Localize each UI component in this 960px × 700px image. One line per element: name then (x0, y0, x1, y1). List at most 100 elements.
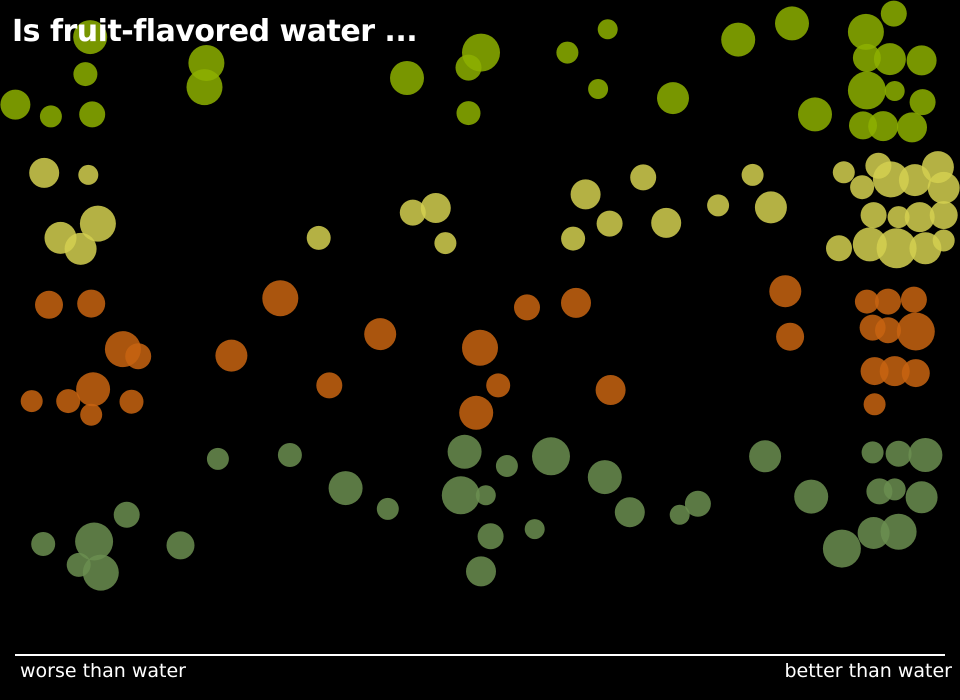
data-point-row2-29 (826, 235, 852, 262)
data-point-row2-3 (79, 205, 116, 242)
data-point-row1-18 (798, 97, 832, 132)
data-point-row4-12 (31, 532, 56, 556)
data-point-row4-16 (166, 531, 195, 560)
data-point-row1-3 (39, 105, 62, 128)
data-point-row1-12 (556, 41, 579, 64)
data-point-row1-1 (73, 20, 108, 55)
data-point-row1-11 (456, 101, 481, 126)
data-point-row2-19 (850, 175, 875, 200)
data-point-row1-17 (775, 6, 809, 41)
data-point-row4-28 (908, 438, 943, 472)
data-point-row1-8 (390, 61, 424, 95)
data-point-row3-14 (119, 389, 144, 414)
data-point-row1-20 (880, 0, 907, 27)
chart-title: Is fruit-flavored water ... (12, 14, 418, 49)
data-point-row4-33 (880, 513, 917, 550)
data-point-row1-24 (847, 71, 886, 110)
data-point-row2-27 (904, 202, 935, 233)
data-point-row2-17 (754, 191, 787, 224)
data-point-row1-2 (0, 89, 31, 120)
data-point-row3-9 (514, 294, 540, 321)
data-point-row4-7 (328, 471, 363, 506)
data-point-row1-23 (906, 45, 937, 76)
data-point-row2-21 (872, 161, 909, 198)
data-point-row4-17 (477, 523, 504, 550)
data-point-row4-27 (885, 440, 912, 467)
data-point-row1-16 (721, 22, 756, 57)
data-point-row2-5 (64, 232, 97, 265)
data-point-row4-1 (206, 447, 229, 470)
data-point-row1-13 (597, 19, 618, 40)
points-layer (0, 0, 960, 591)
data-point-row1-10 (455, 54, 482, 81)
data-point-row2-9 (434, 232, 457, 255)
data-point-row1-15 (657, 82, 689, 115)
data-point-row2-18 (832, 161, 855, 184)
data-point-row4-10 (475, 485, 496, 506)
data-point-row2-15 (707, 194, 730, 217)
data-point-row3-17 (486, 373, 511, 398)
data-point-row3-31 (863, 393, 886, 416)
data-point-row4-5 (532, 437, 570, 476)
data-point-row2-12 (596, 210, 623, 237)
data-point-row2-1 (29, 157, 60, 188)
data-point-row2-16 (741, 163, 764, 186)
data-point-row3-23 (875, 288, 901, 315)
data-point-row3-2 (77, 289, 106, 318)
data-point-row2-8 (420, 193, 451, 223)
data-point-row4-31 (905, 481, 938, 514)
data-point-row2-31 (876, 228, 917, 269)
data-point-row3-21 (776, 322, 805, 351)
data-point-row3-6 (215, 339, 248, 372)
data-point-row1-25 (884, 81, 905, 101)
data-point-row2-7 (399, 199, 426, 226)
data-point-row3-10 (561, 287, 591, 318)
data-point-row3-8 (462, 329, 498, 366)
data-point-row1-5 (79, 101, 106, 128)
data-point-row2-13 (630, 164, 657, 191)
data-point-row3-12 (56, 389, 81, 414)
data-point-row1-28 (868, 111, 899, 142)
data-point-row4-23 (749, 440, 782, 473)
data-point-row4-3 (447, 434, 482, 469)
data-point-row4-18 (524, 519, 545, 540)
data-point-row3-22 (854, 289, 879, 314)
data-point-row3-29 (879, 356, 910, 387)
data-point-row4-11 (113, 501, 140, 528)
data-point-row3-27 (896, 312, 935, 351)
data-point-row1-21 (852, 43, 881, 72)
data-point-row3-16 (316, 372, 343, 399)
data-point-row2-14 (651, 207, 682, 238)
data-point-row4-9 (441, 476, 480, 515)
data-point-row1-7 (186, 69, 223, 106)
data-point-row2-2 (78, 164, 99, 185)
data-point-row3-7 (364, 318, 397, 351)
data-point-row3-20 (769, 275, 802, 308)
x-axis-label-left: worse than water (20, 660, 186, 682)
data-point-row3-11 (20, 390, 43, 413)
data-point-row4-19 (614, 497, 645, 528)
data-point-row4-2 (277, 443, 302, 467)
data-point-row3-15 (80, 403, 103, 426)
data-point-row1-22 (873, 43, 906, 76)
data-point-row3-5 (262, 280, 299, 317)
x-axis-line (15, 654, 945, 656)
data-point-row4-25 (822, 529, 861, 568)
data-point-row2-25 (860, 202, 887, 229)
data-point-row4-4 (495, 455, 518, 477)
data-point-row3-18 (459, 395, 494, 430)
data-point-row4-22 (466, 556, 496, 587)
data-point-row1-14 (588, 79, 609, 99)
data-point-row3-1 (35, 290, 63, 319)
data-point-row1-4 (73, 62, 98, 87)
data-point-row1-26 (909, 89, 936, 116)
data-point-row2-26 (887, 206, 910, 229)
data-point-row2-10 (561, 226, 586, 251)
data-point-row4-6 (587, 460, 622, 495)
data-point-row4-13 (75, 522, 114, 561)
data-point-row3-24 (900, 286, 927, 313)
data-point-row1-29 (897, 112, 927, 143)
data-point-row3-19 (595, 375, 626, 405)
data-point-row4-30 (883, 478, 906, 501)
